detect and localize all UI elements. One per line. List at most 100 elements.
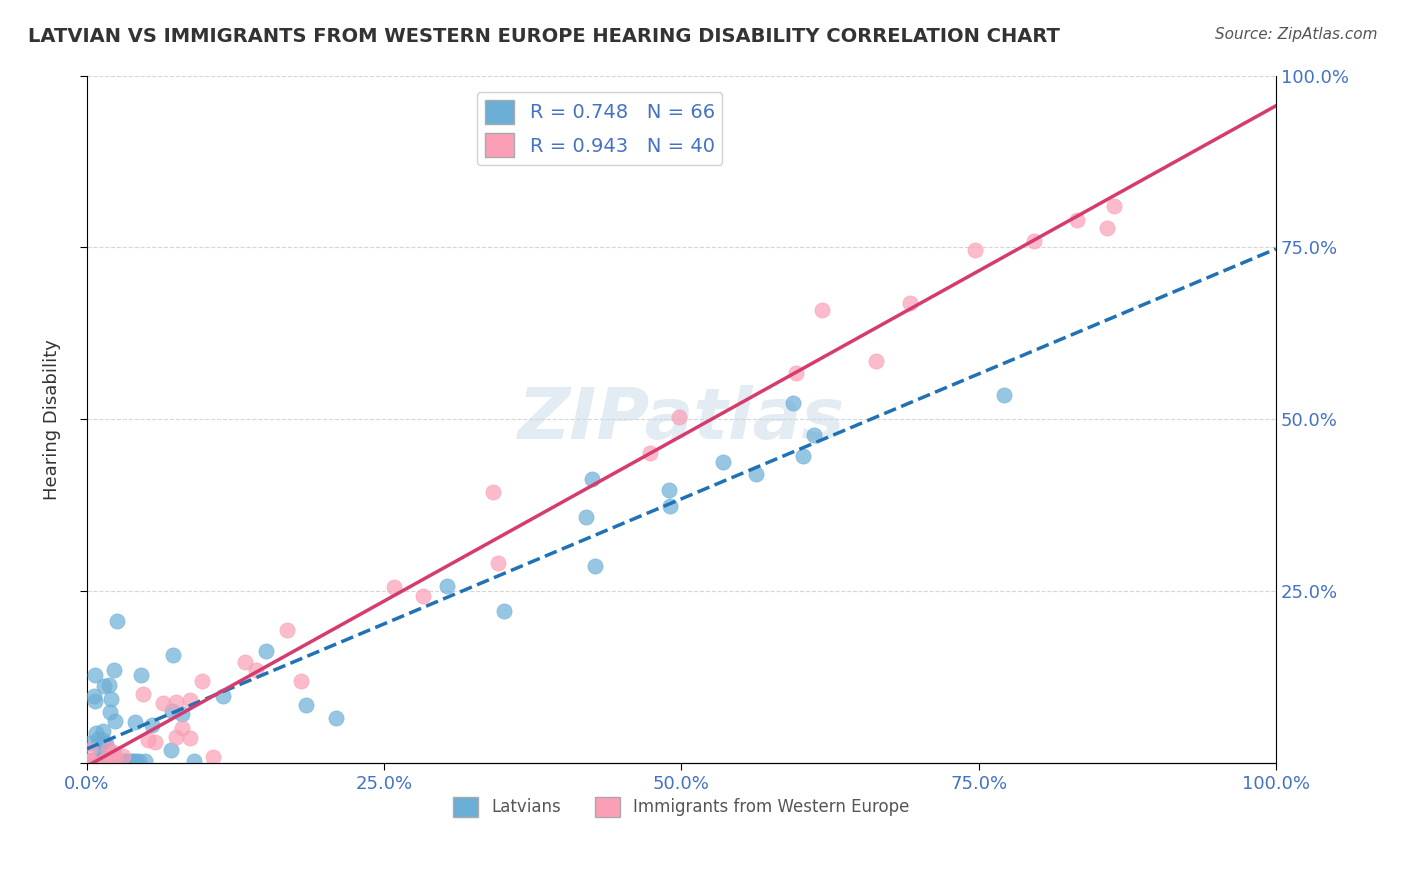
Point xyxy=(162,648,184,663)
Point xyxy=(115,754,138,768)
Y-axis label: Hearing Disability: Hearing Disability xyxy=(44,339,60,500)
Point xyxy=(84,667,107,681)
Point xyxy=(865,354,887,368)
Point xyxy=(898,296,921,310)
Point xyxy=(100,691,122,706)
Point xyxy=(583,559,606,574)
Point xyxy=(638,446,661,460)
Point xyxy=(325,711,347,725)
Point xyxy=(93,754,115,768)
Point xyxy=(1102,199,1125,213)
Point xyxy=(103,663,125,677)
Point xyxy=(129,667,152,681)
Legend: Latvians, Immigrants from Western Europe: Latvians, Immigrants from Western Europe xyxy=(447,790,917,823)
Point xyxy=(183,754,205,768)
Point xyxy=(114,754,136,768)
Point xyxy=(212,689,235,703)
Point xyxy=(128,754,150,768)
Point xyxy=(1022,234,1045,248)
Point xyxy=(170,721,193,735)
Point xyxy=(412,590,434,604)
Point xyxy=(93,745,115,759)
Point xyxy=(141,718,163,732)
Point xyxy=(79,754,101,768)
Point xyxy=(101,749,124,764)
Point xyxy=(125,754,148,768)
Point xyxy=(152,696,174,710)
Point xyxy=(80,754,103,768)
Point xyxy=(97,741,120,756)
Point xyxy=(98,705,121,719)
Point xyxy=(105,615,128,629)
Point xyxy=(436,579,458,593)
Point xyxy=(143,735,166,749)
Point xyxy=(98,678,121,692)
Point xyxy=(160,743,183,757)
Point xyxy=(103,745,125,759)
Point xyxy=(83,689,105,703)
Point xyxy=(1097,221,1119,235)
Point xyxy=(97,743,120,757)
Point xyxy=(276,624,298,638)
Point xyxy=(658,483,681,497)
Point xyxy=(235,655,257,669)
Point xyxy=(91,754,114,768)
Point xyxy=(93,679,115,693)
Point xyxy=(108,754,131,768)
Text: Source: ZipAtlas.com: Source: ZipAtlas.com xyxy=(1215,27,1378,42)
Point xyxy=(295,698,318,712)
Point xyxy=(581,472,603,486)
Point xyxy=(100,754,122,768)
Point xyxy=(179,731,201,746)
Point xyxy=(492,604,515,618)
Point xyxy=(103,748,125,763)
Point xyxy=(79,754,101,768)
Point xyxy=(89,747,111,762)
Text: LATVIAN VS IMMIGRANTS FROM WESTERN EUROPE HEARING DISABILITY CORRELATION CHART: LATVIAN VS IMMIGRANTS FROM WESTERN EUROP… xyxy=(28,27,1060,45)
Point xyxy=(202,750,225,764)
Point xyxy=(785,367,807,381)
Point xyxy=(179,693,201,707)
Point xyxy=(117,754,139,768)
Point xyxy=(172,706,194,721)
Point xyxy=(97,754,120,768)
Point xyxy=(121,754,143,768)
Point xyxy=(668,410,690,425)
Point xyxy=(782,396,804,410)
Point xyxy=(87,732,110,747)
Point xyxy=(111,749,134,764)
Point xyxy=(245,664,267,678)
Point xyxy=(104,714,127,729)
Point xyxy=(91,754,114,768)
Point xyxy=(131,687,153,701)
Point xyxy=(165,730,187,744)
Point xyxy=(792,449,814,463)
Point xyxy=(79,736,101,750)
Point xyxy=(94,737,117,751)
Point xyxy=(993,387,1015,401)
Point xyxy=(134,754,156,768)
Point xyxy=(79,754,101,768)
Point xyxy=(254,643,277,657)
Point xyxy=(659,499,682,513)
Point xyxy=(79,754,101,768)
Point xyxy=(79,754,101,768)
Point xyxy=(803,428,825,442)
Point xyxy=(100,754,122,768)
Point xyxy=(96,754,118,768)
Point xyxy=(488,556,510,570)
Point xyxy=(87,754,110,768)
Point xyxy=(811,303,834,318)
Point xyxy=(744,467,766,481)
Point xyxy=(165,695,187,709)
Point xyxy=(191,673,214,688)
Point xyxy=(1066,213,1088,227)
Point xyxy=(91,733,114,747)
Point xyxy=(384,580,406,594)
Point xyxy=(87,754,110,768)
Point xyxy=(121,754,143,768)
Point xyxy=(124,714,146,729)
Point xyxy=(84,726,107,740)
Point xyxy=(84,693,107,707)
Point xyxy=(162,704,184,718)
